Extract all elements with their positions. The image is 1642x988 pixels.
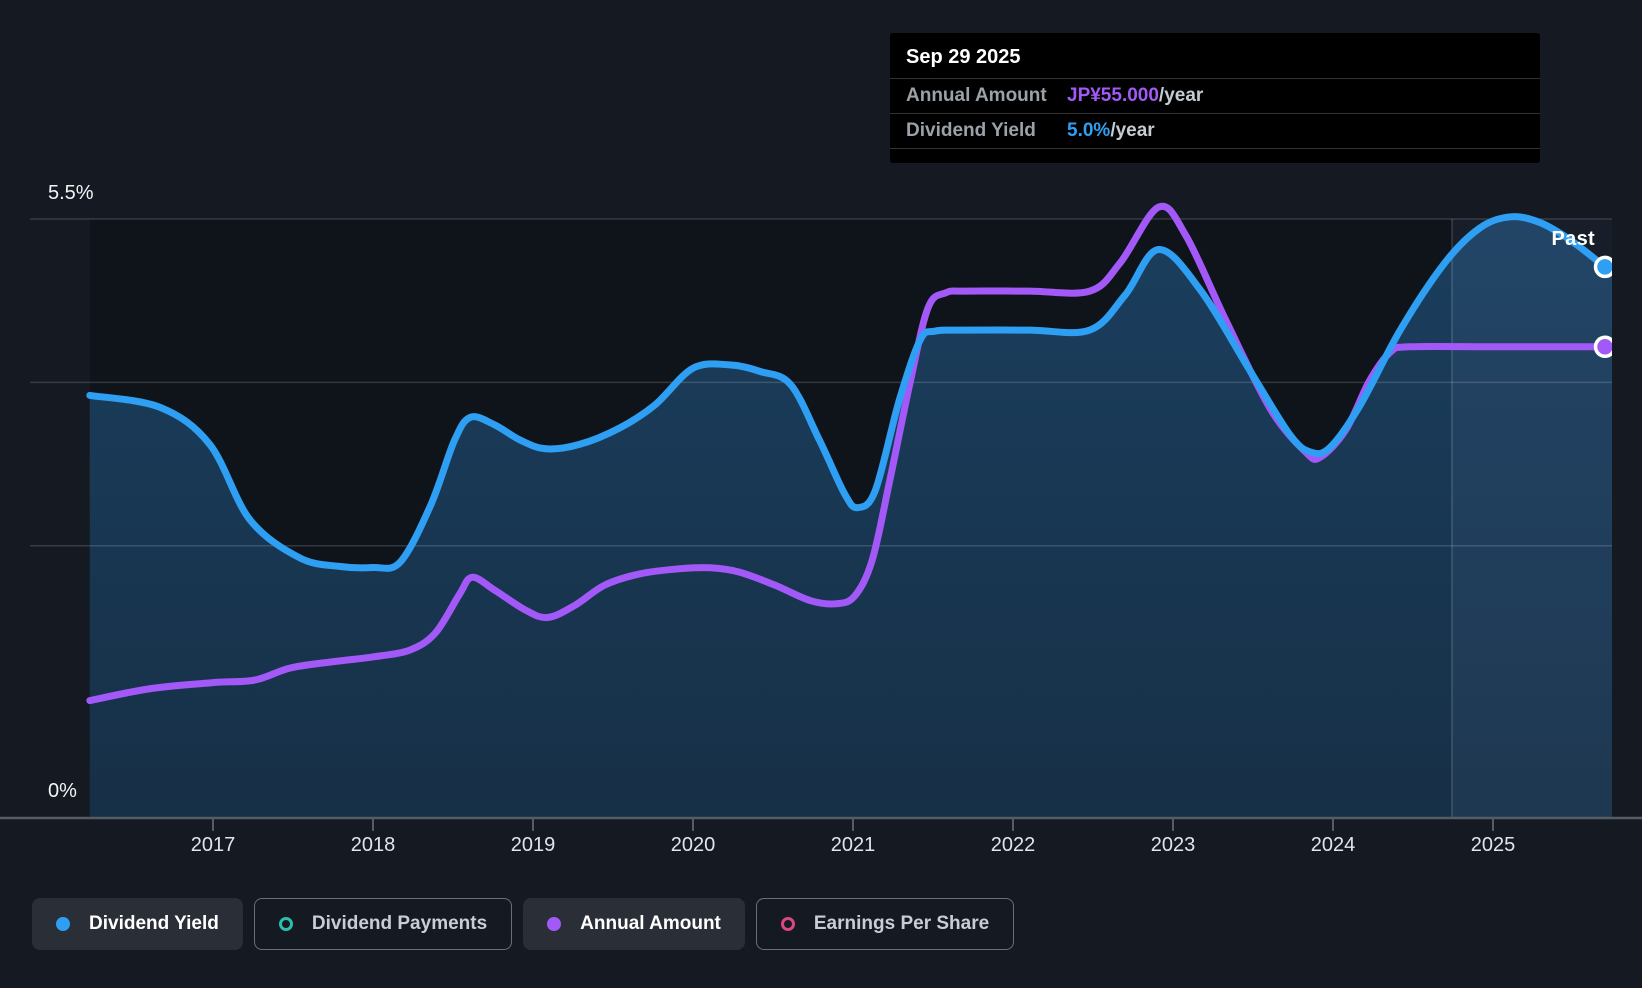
legend-label: Earnings Per Share [813,913,990,934]
past-period-label: Past [1551,228,1595,250]
tooltip-value-suffix: /year [1158,85,1204,106]
annual-amount-dot-icon [547,917,562,931]
legend-item-earnings-per-share[interactable]: Earnings Per Share [755,898,1015,950]
chart-tooltip: Sep 29 2025 Annual Amount JP¥55.000/year… [890,33,1540,163]
legend-item-dividend-yield[interactable]: Dividend Yield [32,898,243,950]
dividend-yield-end-marker [1593,255,1612,279]
legend-label: Dividend Yield [89,913,219,934]
x-axis-label: 2023 [1151,834,1196,856]
past-region-overlay [1452,219,1612,818]
x-axis-label: 2021 [831,834,876,856]
earnings-per-share-ring-icon [780,917,795,931]
legend-item-annual-amount[interactable]: Annual Amount [523,898,745,950]
tooltip-value-dividend-yield: 5.0% [1067,120,1111,141]
x-axis-label: 2017 [191,834,236,856]
tooltip-date: Sep 29 2025 [906,46,1021,68]
dividend-yield-line [86,213,1609,572]
y-axis-min-label: 0% [48,780,77,802]
dividend-yield-dot-icon [56,917,70,931]
tooltip-label: Annual Amount [906,85,1047,106]
x-axis-label: 2019 [511,834,556,856]
x-axis-label: 2024 [1311,834,1356,856]
annual-amount-end-marker [1593,335,1612,359]
legend-label: Dividend Payments [311,913,488,934]
chart-legend: Dividend Yield Dividend Payments Annual … [32,898,1015,950]
tooltip-bottom-rule [890,148,1540,157]
tooltip-row-annual-amount: Annual Amount JP¥55.000/year [890,78,1540,113]
tooltip-value-annual-amount: JP¥55.000 [1067,85,1159,106]
legend-label: Annual Amount [580,913,721,934]
tooltip-value-suffix: /year [1110,120,1155,141]
tooltip-label: Dividend Yield [906,120,1036,141]
x-axis-label: 2022 [991,834,1036,856]
dividend-yield-area [89,216,1612,818]
x-axis-label: 2020 [671,834,716,856]
annual-amount-line [86,202,1609,705]
dividend-payments-ring-icon [278,917,293,931]
tooltip-row-dividend-yield: Dividend Yield 5.0%/year [890,113,1540,148]
legend-item-dividend-payments[interactable]: Dividend Payments [253,898,513,950]
y-axis-max-label: 5.5% [48,182,94,204]
x-axis-label: 2025 [1471,834,1516,856]
x-axis-label: 2018 [351,834,396,856]
